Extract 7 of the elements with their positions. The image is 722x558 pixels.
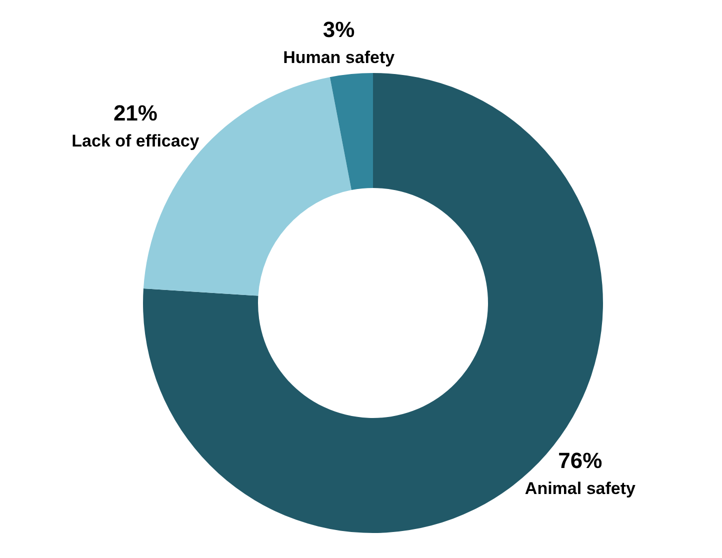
slice-label: Human safety [283, 48, 396, 68]
slice-label: Lack of efficacy [72, 132, 200, 151]
data-label: 3% [322, 17, 355, 42]
data-label: 76% [558, 448, 602, 474]
donut-slice [330, 73, 373, 190]
data-label: 21% [113, 100, 158, 126]
slice-label: Animal safety [524, 479, 636, 498]
